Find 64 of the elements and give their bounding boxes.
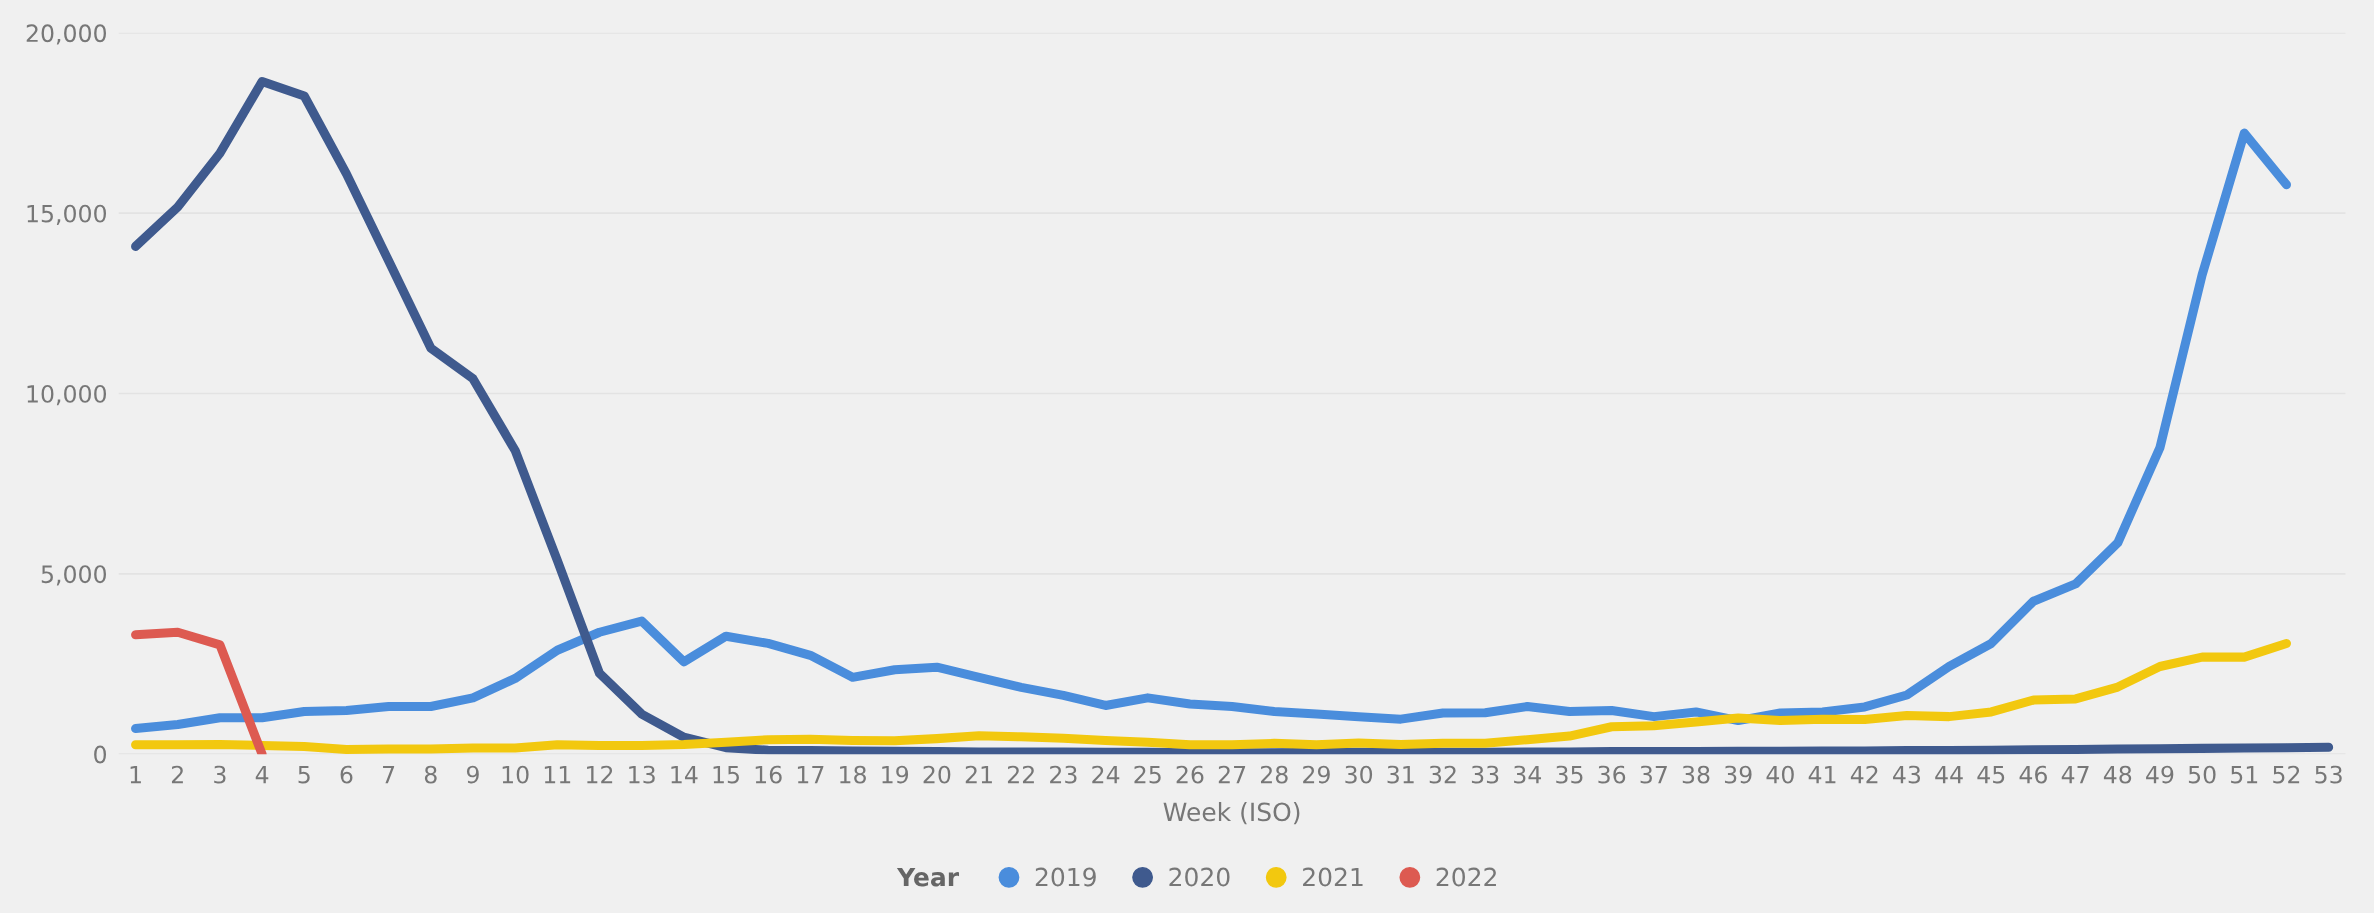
x-tick-label: 9: [466, 765, 479, 784]
x-tick-label: 10: [502, 765, 529, 784]
x-tick-label: 3: [214, 765, 226, 784]
legend-label: 2021: [1303, 867, 1363, 887]
x-tick-label: 35: [1556, 765, 1583, 784]
x-tick-label: 51: [2231, 765, 2258, 784]
legend-label: 2020: [1169, 867, 1230, 887]
x-tick-label: 16: [755, 765, 782, 784]
y-tick-label: 0: [94, 745, 107, 764]
x-tick-label: 45: [1977, 765, 2005, 784]
y-tick-label: 10,000: [27, 384, 107, 406]
x-tick-label: 47: [2061, 765, 2089, 784]
x-tick-label: 52: [2273, 765, 2300, 784]
x-tick-label: 42: [1850, 765, 1878, 784]
x-tick-label: 50: [2188, 765, 2216, 784]
x-tick-label: 22: [1007, 765, 1034, 784]
x-tick-label: 25: [1134, 765, 1161, 784]
x-tick-label: 24: [1092, 765, 1120, 784]
x-tick-label: 26: [1176, 765, 1204, 784]
x-tick-label: 14: [671, 765, 698, 784]
y-tick-label: 15,000: [27, 204, 107, 225]
x-tick-label: 6: [340, 765, 353, 784]
x-tick-label: 4: [255, 765, 269, 784]
x-tick-label: 12: [587, 765, 613, 784]
x-tick-label: 41: [1808, 765, 1836, 784]
x-tick-label: 44: [1935, 765, 1963, 784]
y-tick-label: 5,000: [41, 565, 107, 586]
legend-label: 2022: [1436, 867, 1496, 887]
x-tick-label: 40: [1766, 765, 1794, 784]
x-tick-label: 53: [2315, 765, 2342, 784]
x-tick-label: 43: [1893, 765, 1921, 784]
x-tick-label: 21: [965, 765, 992, 784]
x-axis-title: Week (ISO): [1163, 801, 1300, 825]
x-tick-label: 32: [1429, 765, 1456, 784]
x-tick-label: 28: [1260, 765, 1288, 784]
x-tick-label: 30: [1345, 765, 1373, 784]
x-tick-label: 34: [1514, 765, 1542, 784]
x-tick-label: 31: [1387, 765, 1414, 784]
legend-label: 2019: [1035, 867, 1096, 887]
x-tick-label: 49: [2146, 765, 2174, 784]
x-tick-label: 13: [629, 765, 655, 784]
x-tick-label: 46: [2019, 765, 2047, 784]
x-tick-label: 2: [171, 765, 183, 784]
x-tick-label: 36: [1598, 765, 1626, 784]
x-tick-label: 19: [882, 765, 909, 784]
x-tick-label: 18: [840, 765, 866, 784]
x-tick-label: 48: [2103, 765, 2132, 784]
x-tick-label: 7: [383, 765, 395, 784]
x-tick-label: 1: [130, 765, 141, 784]
x-tick-label: 15: [713, 765, 739, 784]
x-tick-label: 20: [923, 765, 951, 784]
x-tick-label: 11: [544, 765, 571, 784]
x-tick-label: 37: [1640, 765, 1667, 784]
legend-title: Year: [896, 867, 960, 887]
x-tick-label: 17: [797, 765, 824, 784]
x-tick-label: 38: [1682, 765, 1710, 784]
x-tick-label: 5: [298, 765, 310, 784]
x-tick-label: 8: [424, 765, 437, 784]
x-tick-label: 27: [1218, 765, 1246, 784]
x-tick-label: 33: [1471, 765, 1499, 784]
y-tick-label: 20,000: [26, 24, 107, 45]
x-tick-label: 23: [1050, 765, 1077, 784]
x-tick-label: 39: [1724, 765, 1752, 784]
x-tick-label: 29: [1303, 765, 1330, 784]
